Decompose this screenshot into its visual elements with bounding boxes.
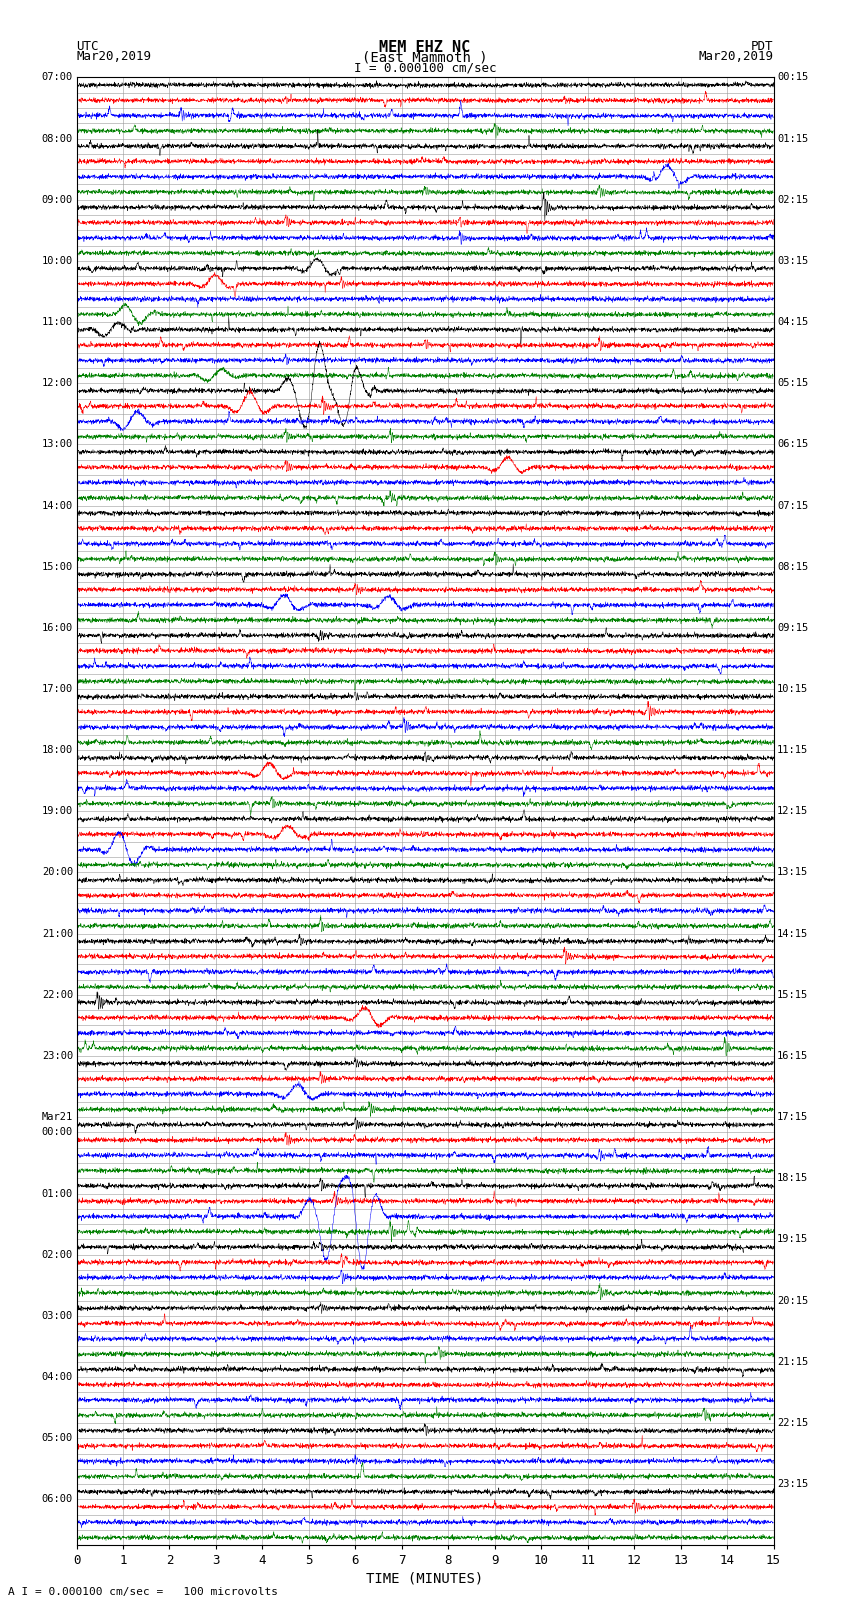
Text: (East Mammoth ): (East Mammoth ) <box>362 50 488 65</box>
Text: 14:00: 14:00 <box>42 500 73 511</box>
Text: MEM EHZ NC: MEM EHZ NC <box>379 39 471 55</box>
Text: 04:00: 04:00 <box>42 1373 73 1382</box>
Text: 06:00: 06:00 <box>42 1494 73 1505</box>
Text: 19:00: 19:00 <box>42 806 73 816</box>
Text: 02:00: 02:00 <box>42 1250 73 1260</box>
Text: Mar21: Mar21 <box>42 1111 73 1123</box>
Text: Mar20,2019: Mar20,2019 <box>76 50 151 63</box>
Text: 03:15: 03:15 <box>777 256 808 266</box>
Text: 13:00: 13:00 <box>42 439 73 450</box>
Text: 12:15: 12:15 <box>777 806 808 816</box>
X-axis label: TIME (MINUTES): TIME (MINUTES) <box>366 1571 484 1586</box>
Text: 00:15: 00:15 <box>777 73 808 82</box>
Text: 23:00: 23:00 <box>42 1052 73 1061</box>
Text: 20:15: 20:15 <box>777 1295 808 1305</box>
Text: 13:15: 13:15 <box>777 868 808 877</box>
Text: 23:15: 23:15 <box>777 1479 808 1489</box>
Text: 09:00: 09:00 <box>42 195 73 205</box>
Text: 16:15: 16:15 <box>777 1052 808 1061</box>
Text: 04:15: 04:15 <box>777 318 808 327</box>
Text: 08:00: 08:00 <box>42 134 73 144</box>
Text: 05:15: 05:15 <box>777 377 808 389</box>
Text: 06:15: 06:15 <box>777 439 808 450</box>
Text: A I = 0.000100 cm/sec =   100 microvolts: A I = 0.000100 cm/sec = 100 microvolts <box>8 1587 279 1597</box>
Text: 11:00: 11:00 <box>42 318 73 327</box>
Text: PDT: PDT <box>751 39 774 53</box>
Text: 21:15: 21:15 <box>777 1357 808 1366</box>
Text: 18:00: 18:00 <box>42 745 73 755</box>
Text: 11:15: 11:15 <box>777 745 808 755</box>
Text: 14:15: 14:15 <box>777 929 808 939</box>
Text: 08:15: 08:15 <box>777 561 808 571</box>
Text: 01:15: 01:15 <box>777 134 808 144</box>
Text: 12:00: 12:00 <box>42 377 73 389</box>
Text: 05:00: 05:00 <box>42 1434 73 1444</box>
Text: Mar20,2019: Mar20,2019 <box>699 50 774 63</box>
Text: 09:15: 09:15 <box>777 623 808 632</box>
Text: 02:15: 02:15 <box>777 195 808 205</box>
Text: 17:00: 17:00 <box>42 684 73 694</box>
Text: 22:00: 22:00 <box>42 990 73 1000</box>
Text: UTC: UTC <box>76 39 99 53</box>
Text: 03:00: 03:00 <box>42 1311 73 1321</box>
Text: 18:15: 18:15 <box>777 1173 808 1184</box>
Text: 15:00: 15:00 <box>42 561 73 571</box>
Text: 10:15: 10:15 <box>777 684 808 694</box>
Text: 01:00: 01:00 <box>42 1189 73 1198</box>
Text: 07:00: 07:00 <box>42 73 73 82</box>
Text: 22:15: 22:15 <box>777 1418 808 1428</box>
Text: 21:00: 21:00 <box>42 929 73 939</box>
Text: 19:15: 19:15 <box>777 1234 808 1245</box>
Text: 16:00: 16:00 <box>42 623 73 632</box>
Text: I = 0.000100 cm/sec: I = 0.000100 cm/sec <box>354 61 496 74</box>
Text: 15:15: 15:15 <box>777 990 808 1000</box>
Text: 20:00: 20:00 <box>42 868 73 877</box>
Text: 17:15: 17:15 <box>777 1111 808 1123</box>
Text: 10:00: 10:00 <box>42 256 73 266</box>
Text: 07:15: 07:15 <box>777 500 808 511</box>
Text: 00:00: 00:00 <box>42 1127 73 1137</box>
